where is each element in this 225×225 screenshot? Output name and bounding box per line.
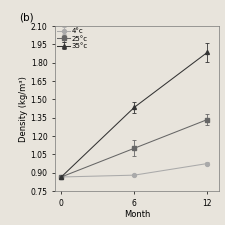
X-axis label: Month: Month bbox=[124, 210, 151, 219]
Y-axis label: Density (kg/m³): Density (kg/m³) bbox=[19, 76, 28, 142]
Text: (b): (b) bbox=[19, 13, 34, 23]
Legend: 4°c, 25°c, 35°c: 4°c, 25°c, 35°c bbox=[56, 27, 89, 50]
